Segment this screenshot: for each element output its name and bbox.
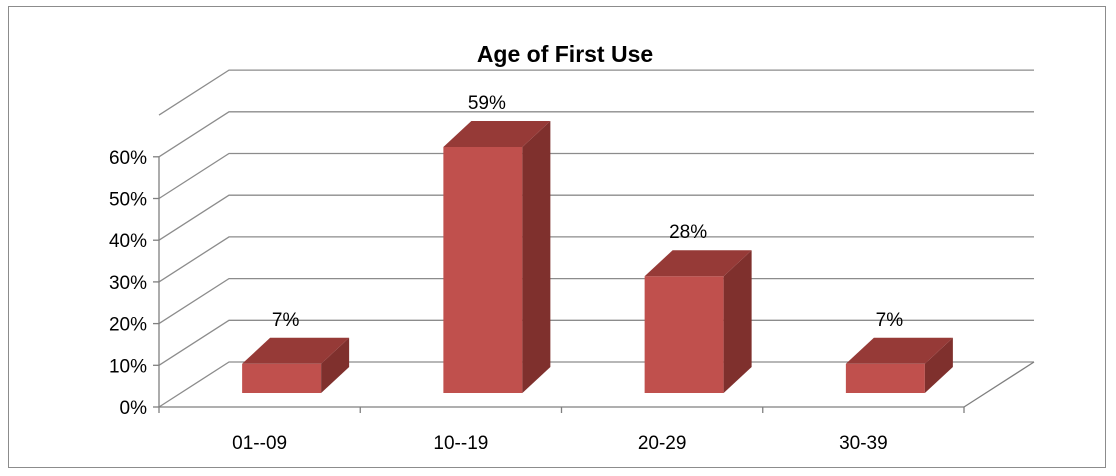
data-labels: 7% 59% 28% 7% <box>272 93 903 331</box>
data-label: 7% <box>272 310 300 331</box>
bar-front <box>242 363 322 393</box>
x-tick-label: 10--19 <box>433 433 488 454</box>
gridline <box>158 111 1034 158</box>
gridline <box>158 361 1034 408</box>
gridline <box>158 69 1034 116</box>
axes <box>153 156 1035 413</box>
data-label: 7% <box>876 310 904 331</box>
bars <box>242 120 953 393</box>
bar-front <box>845 363 925 393</box>
bar-side <box>522 120 551 393</box>
x-tick-label: 30-39 <box>839 433 888 454</box>
bar <box>443 120 551 393</box>
gridline <box>158 236 1034 283</box>
x-tick-label: 01--09 <box>232 433 287 454</box>
floor-edge <box>963 361 1035 408</box>
data-label: 59% <box>468 93 506 114</box>
gridlines <box>158 69 1034 408</box>
bar-front <box>443 146 523 393</box>
bar-side <box>924 337 953 393</box>
bar <box>845 337 953 393</box>
bar-chart: Age of First Use 0% 10% 20% 30% 40% 50% 60% 7%… <box>109 41 1035 454</box>
gridline <box>158 319 1034 366</box>
bar-side <box>321 337 350 393</box>
bar-top <box>845 337 953 364</box>
bar-top <box>443 120 551 147</box>
bar-top <box>242 337 350 364</box>
gridline <box>158 194 1034 241</box>
y-tick-label: 20% <box>109 315 147 336</box>
bar-side <box>723 250 752 393</box>
data-label: 28% <box>669 222 707 243</box>
y-tick-label: 10% <box>109 356 147 377</box>
y-tick-label: 60% <box>109 148 147 169</box>
bar-top <box>644 250 752 277</box>
bar <box>242 337 350 393</box>
gridline <box>158 152 1034 200</box>
y-tick-label: 0% <box>120 398 148 419</box>
x-tick-label: 20-29 <box>638 433 687 454</box>
y-tick-label: 30% <box>109 273 147 294</box>
bar-front <box>644 276 724 393</box>
chart-frame: Age of First Use 0% 10% 20% 30% 40% 50% 60% 7%… <box>8 6 1106 468</box>
y-axis-ticks: 0% 10% 20% 30% 40% 50% 60% <box>109 148 147 419</box>
y-tick-label: 40% <box>109 231 147 252</box>
bar <box>644 250 752 393</box>
chart-title: Age of First Use <box>477 41 653 67</box>
gridline <box>158 277 1034 325</box>
x-axis-ticks: 01--09 10--19 20-29 30-39 <box>232 433 888 454</box>
y-tick-label: 50% <box>109 190 147 211</box>
